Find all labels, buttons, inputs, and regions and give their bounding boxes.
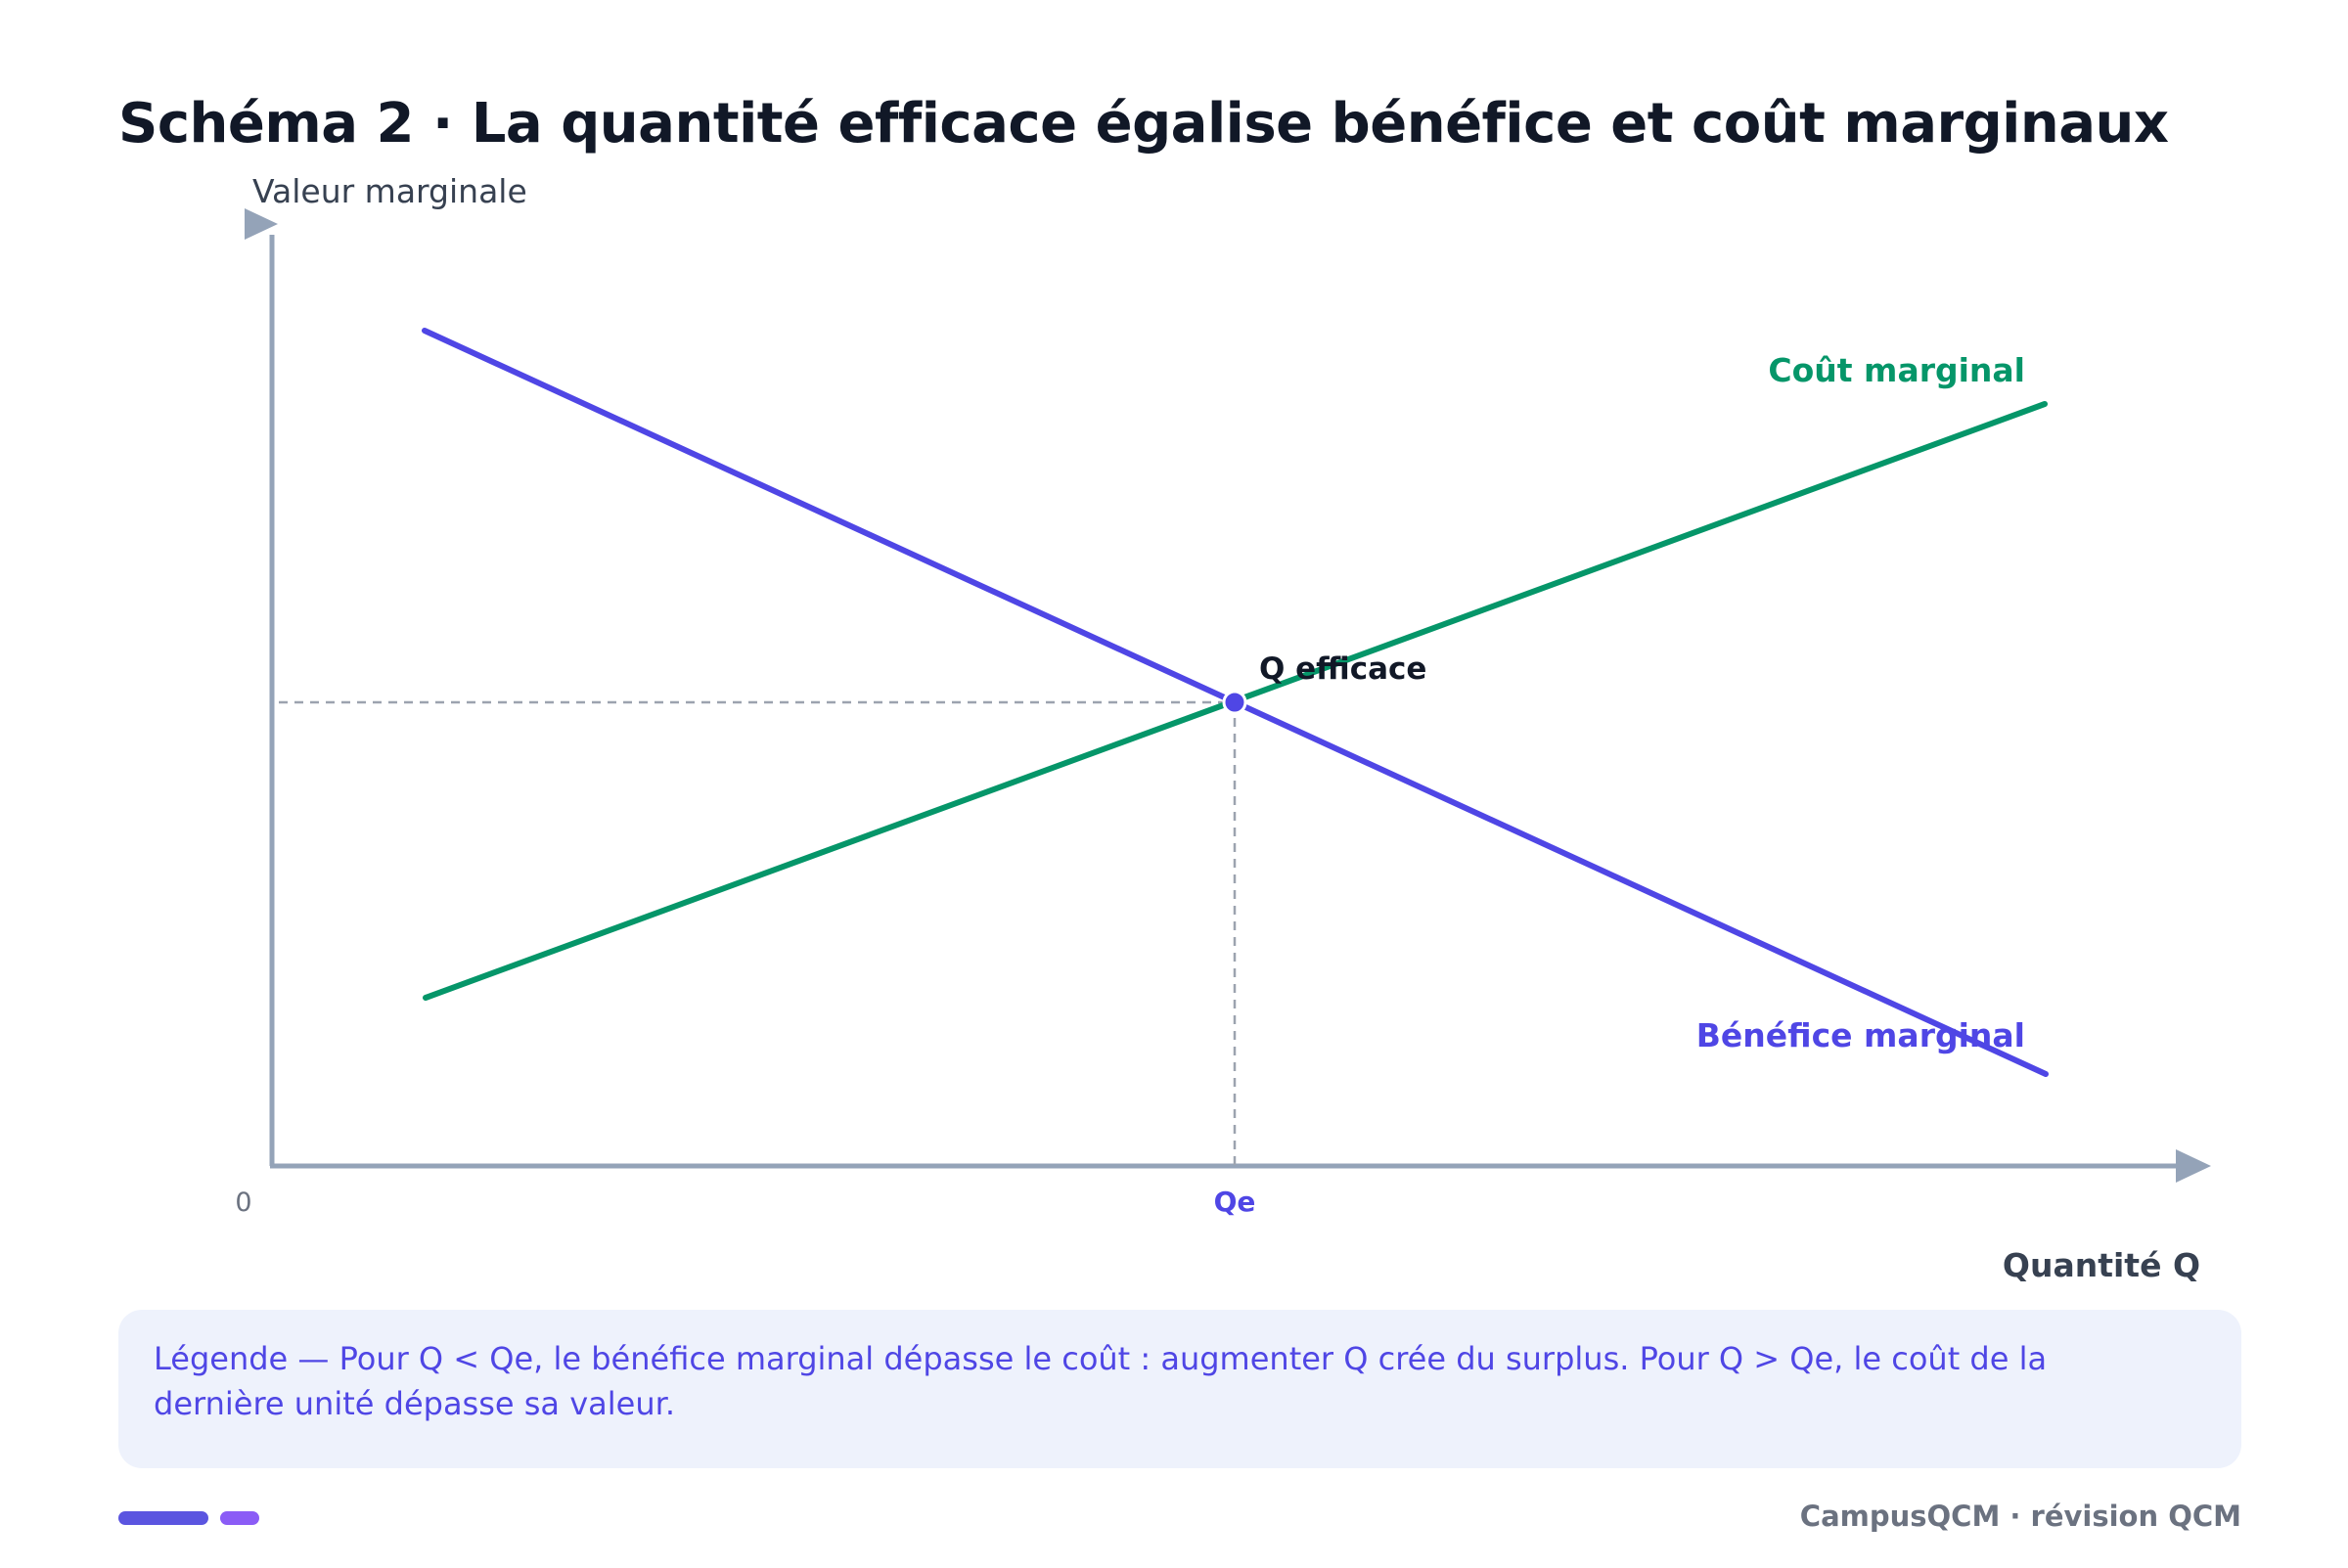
- qe-tick-label: Qe: [1214, 1186, 1256, 1218]
- y-axis-label: Valeur marginale: [252, 172, 527, 210]
- x-axis-arrowhead: [2176, 1149, 2211, 1183]
- y-axis-arrowhead: [245, 208, 278, 240]
- legend-box: Légende — Pour Q < Qe, le bénéfice margi…: [118, 1310, 2241, 1468]
- marginal-cost-label: Coût marginal: [1768, 351, 2025, 389]
- page-title: Schéma 2 · La quantité efficace égalise …: [118, 92, 2169, 156]
- efficient-quantity-point: [1222, 690, 1247, 715]
- origin-label: 0: [235, 1187, 251, 1218]
- accent-pill-primary: [118, 1511, 208, 1525]
- efficient-point-label: Q efficace: [1259, 651, 1426, 687]
- marginal-benefit-label: Bénéfice marginal: [1696, 1016, 2025, 1054]
- footer-brand: CampusQCM · révision QCM: [1799, 1500, 2241, 1533]
- x-axis-label: Quantité Q: [2003, 1246, 2200, 1284]
- legend-text: Légende — Pour Q < Qe, le bénéfice margi…: [154, 1340, 2048, 1422]
- accent-pill-secondary: [220, 1511, 259, 1525]
